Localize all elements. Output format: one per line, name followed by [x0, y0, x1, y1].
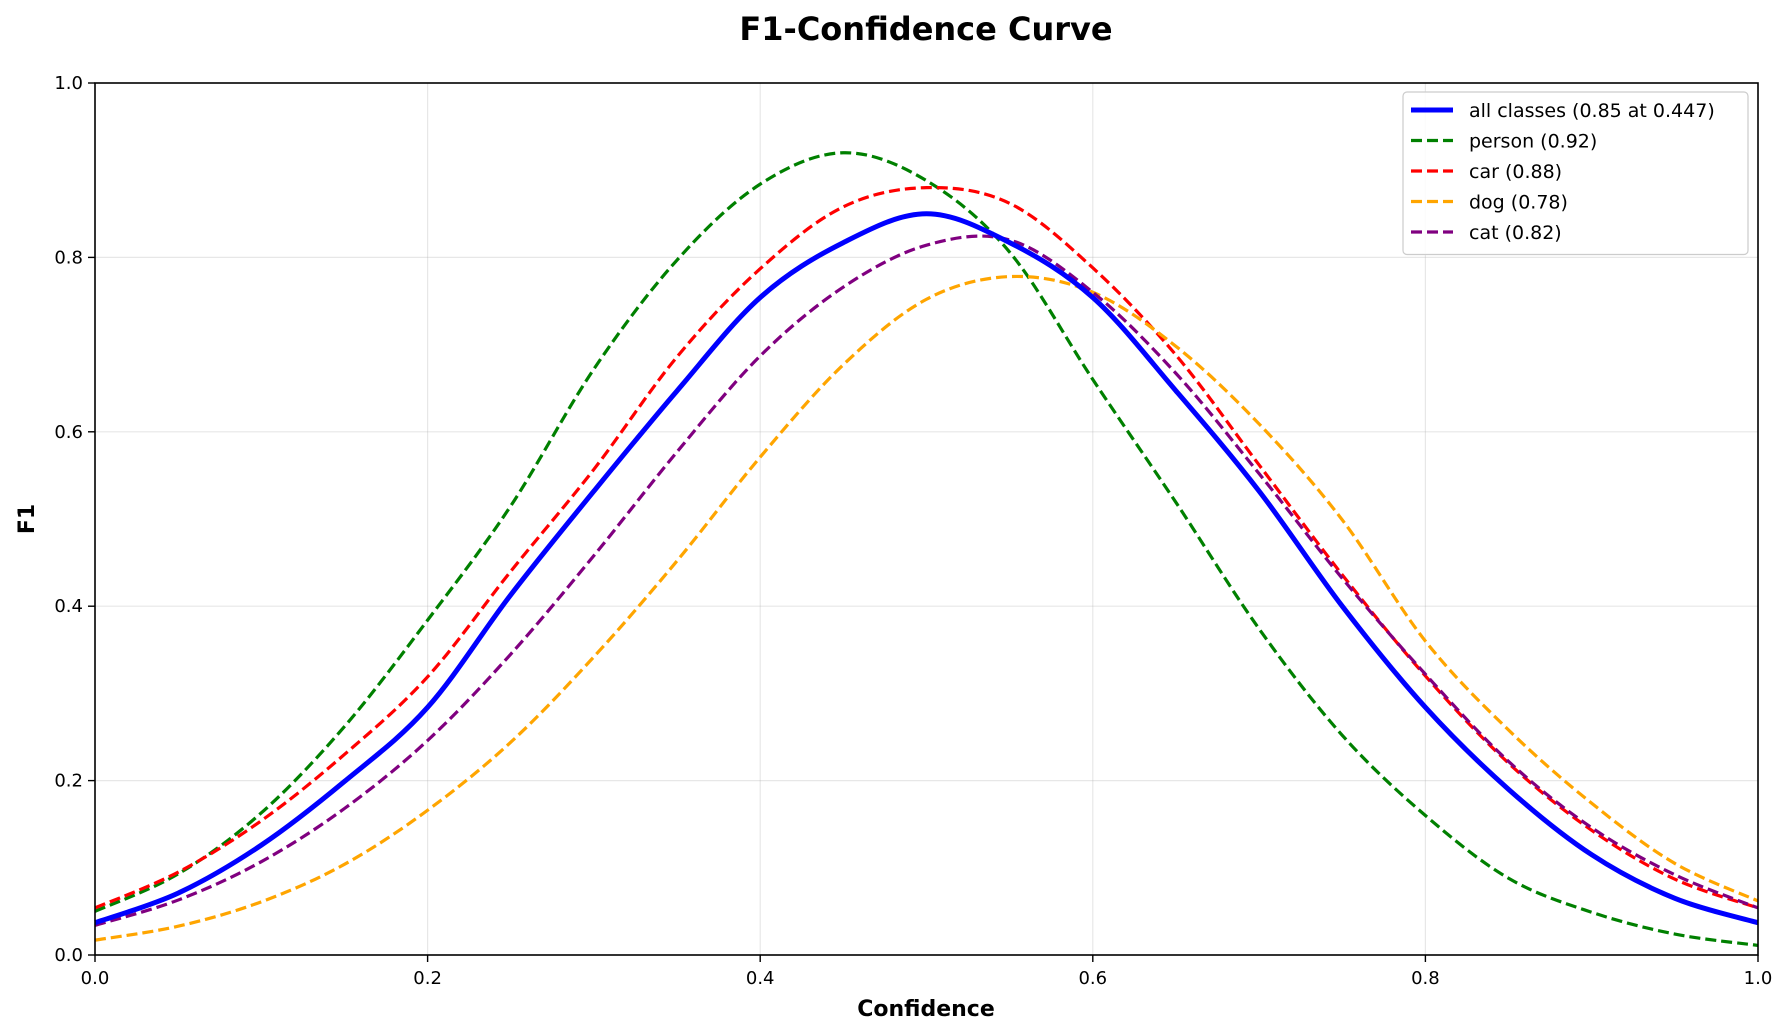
x-tick-label: 1.0 [1744, 968, 1773, 989]
y-tick-label: 0.2 [54, 771, 83, 792]
y-axis-label: F1 [15, 504, 40, 534]
y-tick-label: 0.8 [54, 247, 83, 268]
series-line-0 [94, 211, 1759, 926]
legend-label: dog (0.78) [1469, 192, 1568, 214]
legend-label: cat (0.82) [1469, 222, 1562, 244]
y-axis-ticks: 0.0 0.2 0.4 0.6 0.8 1.0 [54, 73, 95, 966]
y-tick-label: 0.4 [54, 596, 83, 617]
x-tick-label: 0.8 [1411, 968, 1440, 989]
series-line-4 [94, 234, 1759, 927]
x-tick-label: 0.2 [413, 968, 442, 989]
legend-box [1402, 91, 1749, 256]
plot-area-frame [94, 82, 1759, 956]
legend: all classes (0.85 at 0.447) person (0.92)… [1402, 91, 1749, 256]
legend-label: all classes (0.85 at 0.447) [1469, 100, 1715, 122]
series-line-1 [94, 151, 1759, 947]
series-line-3 [94, 274, 1759, 942]
x-tick-label: 0.6 [1078, 968, 1107, 989]
legend-label: car (0.88) [1469, 161, 1562, 183]
legend-label: person (0.92) [1469, 131, 1597, 153]
x-axis-label: Confidence [857, 997, 995, 1022]
x-tick-label: 0.4 [746, 968, 775, 989]
y-tick-label: 0.0 [54, 945, 83, 966]
y-tick-label: 0.6 [54, 422, 83, 443]
chart-title: F1-Confidence Curve [739, 10, 1112, 48]
x-axis-ticks: 0.0 0.2 0.4 0.6 0.8 1.0 [81, 955, 1773, 989]
y-tick-label: 1.0 [54, 73, 83, 94]
x-tick-label: 0.0 [81, 968, 110, 989]
series-lines [94, 151, 1759, 947]
